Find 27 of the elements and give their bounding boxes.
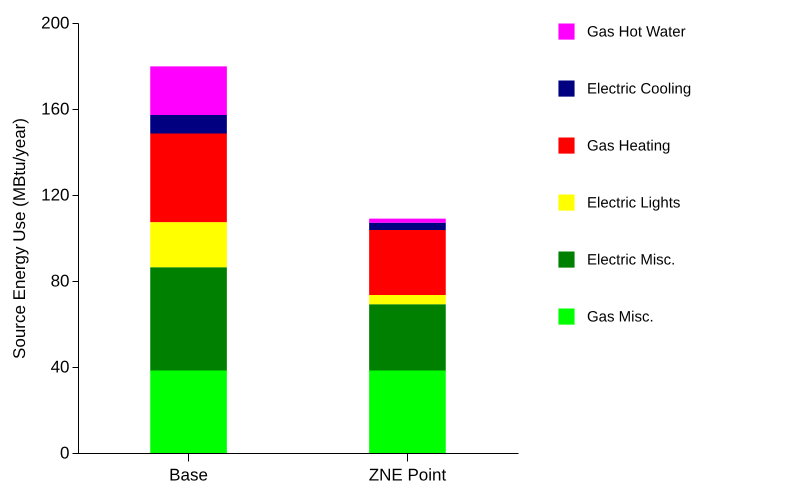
y-tick-label: 160 bbox=[41, 100, 70, 118]
y-tick-label: 200 bbox=[41, 14, 70, 32]
bar bbox=[369, 370, 446, 453]
legend-label: Electric Lights bbox=[587, 194, 680, 212]
legend-label: Gas Misc. bbox=[587, 308, 654, 326]
y-tick-label: 120 bbox=[41, 186, 70, 204]
bar bbox=[150, 222, 227, 268]
bar bbox=[150, 370, 227, 453]
y-tick-label: 80 bbox=[50, 272, 70, 290]
legend-label: Electric Cooling bbox=[587, 80, 692, 98]
y-axis-title: Source Energy Use (MBtu/year) bbox=[10, 118, 30, 359]
bar bbox=[369, 218, 446, 223]
bar bbox=[150, 66, 227, 116]
bar bbox=[150, 134, 227, 222]
bar bbox=[369, 304, 446, 370]
x-tick-label: Base bbox=[169, 466, 208, 484]
y-tick-label: 40 bbox=[50, 358, 70, 376]
legend-label: Gas Hot Water bbox=[587, 24, 686, 40]
bar bbox=[369, 230, 446, 295]
bar bbox=[150, 267, 227, 370]
bar bbox=[369, 294, 446, 304]
bar bbox=[369, 222, 446, 230]
legend-label: Electric Misc. bbox=[587, 252, 676, 268]
legend-label: Gas Heating bbox=[587, 138, 670, 154]
y-tick-label: 0 bbox=[60, 444, 70, 462]
bar bbox=[150, 115, 227, 134]
x-tick-label: ZNE Point bbox=[368, 466, 446, 484]
